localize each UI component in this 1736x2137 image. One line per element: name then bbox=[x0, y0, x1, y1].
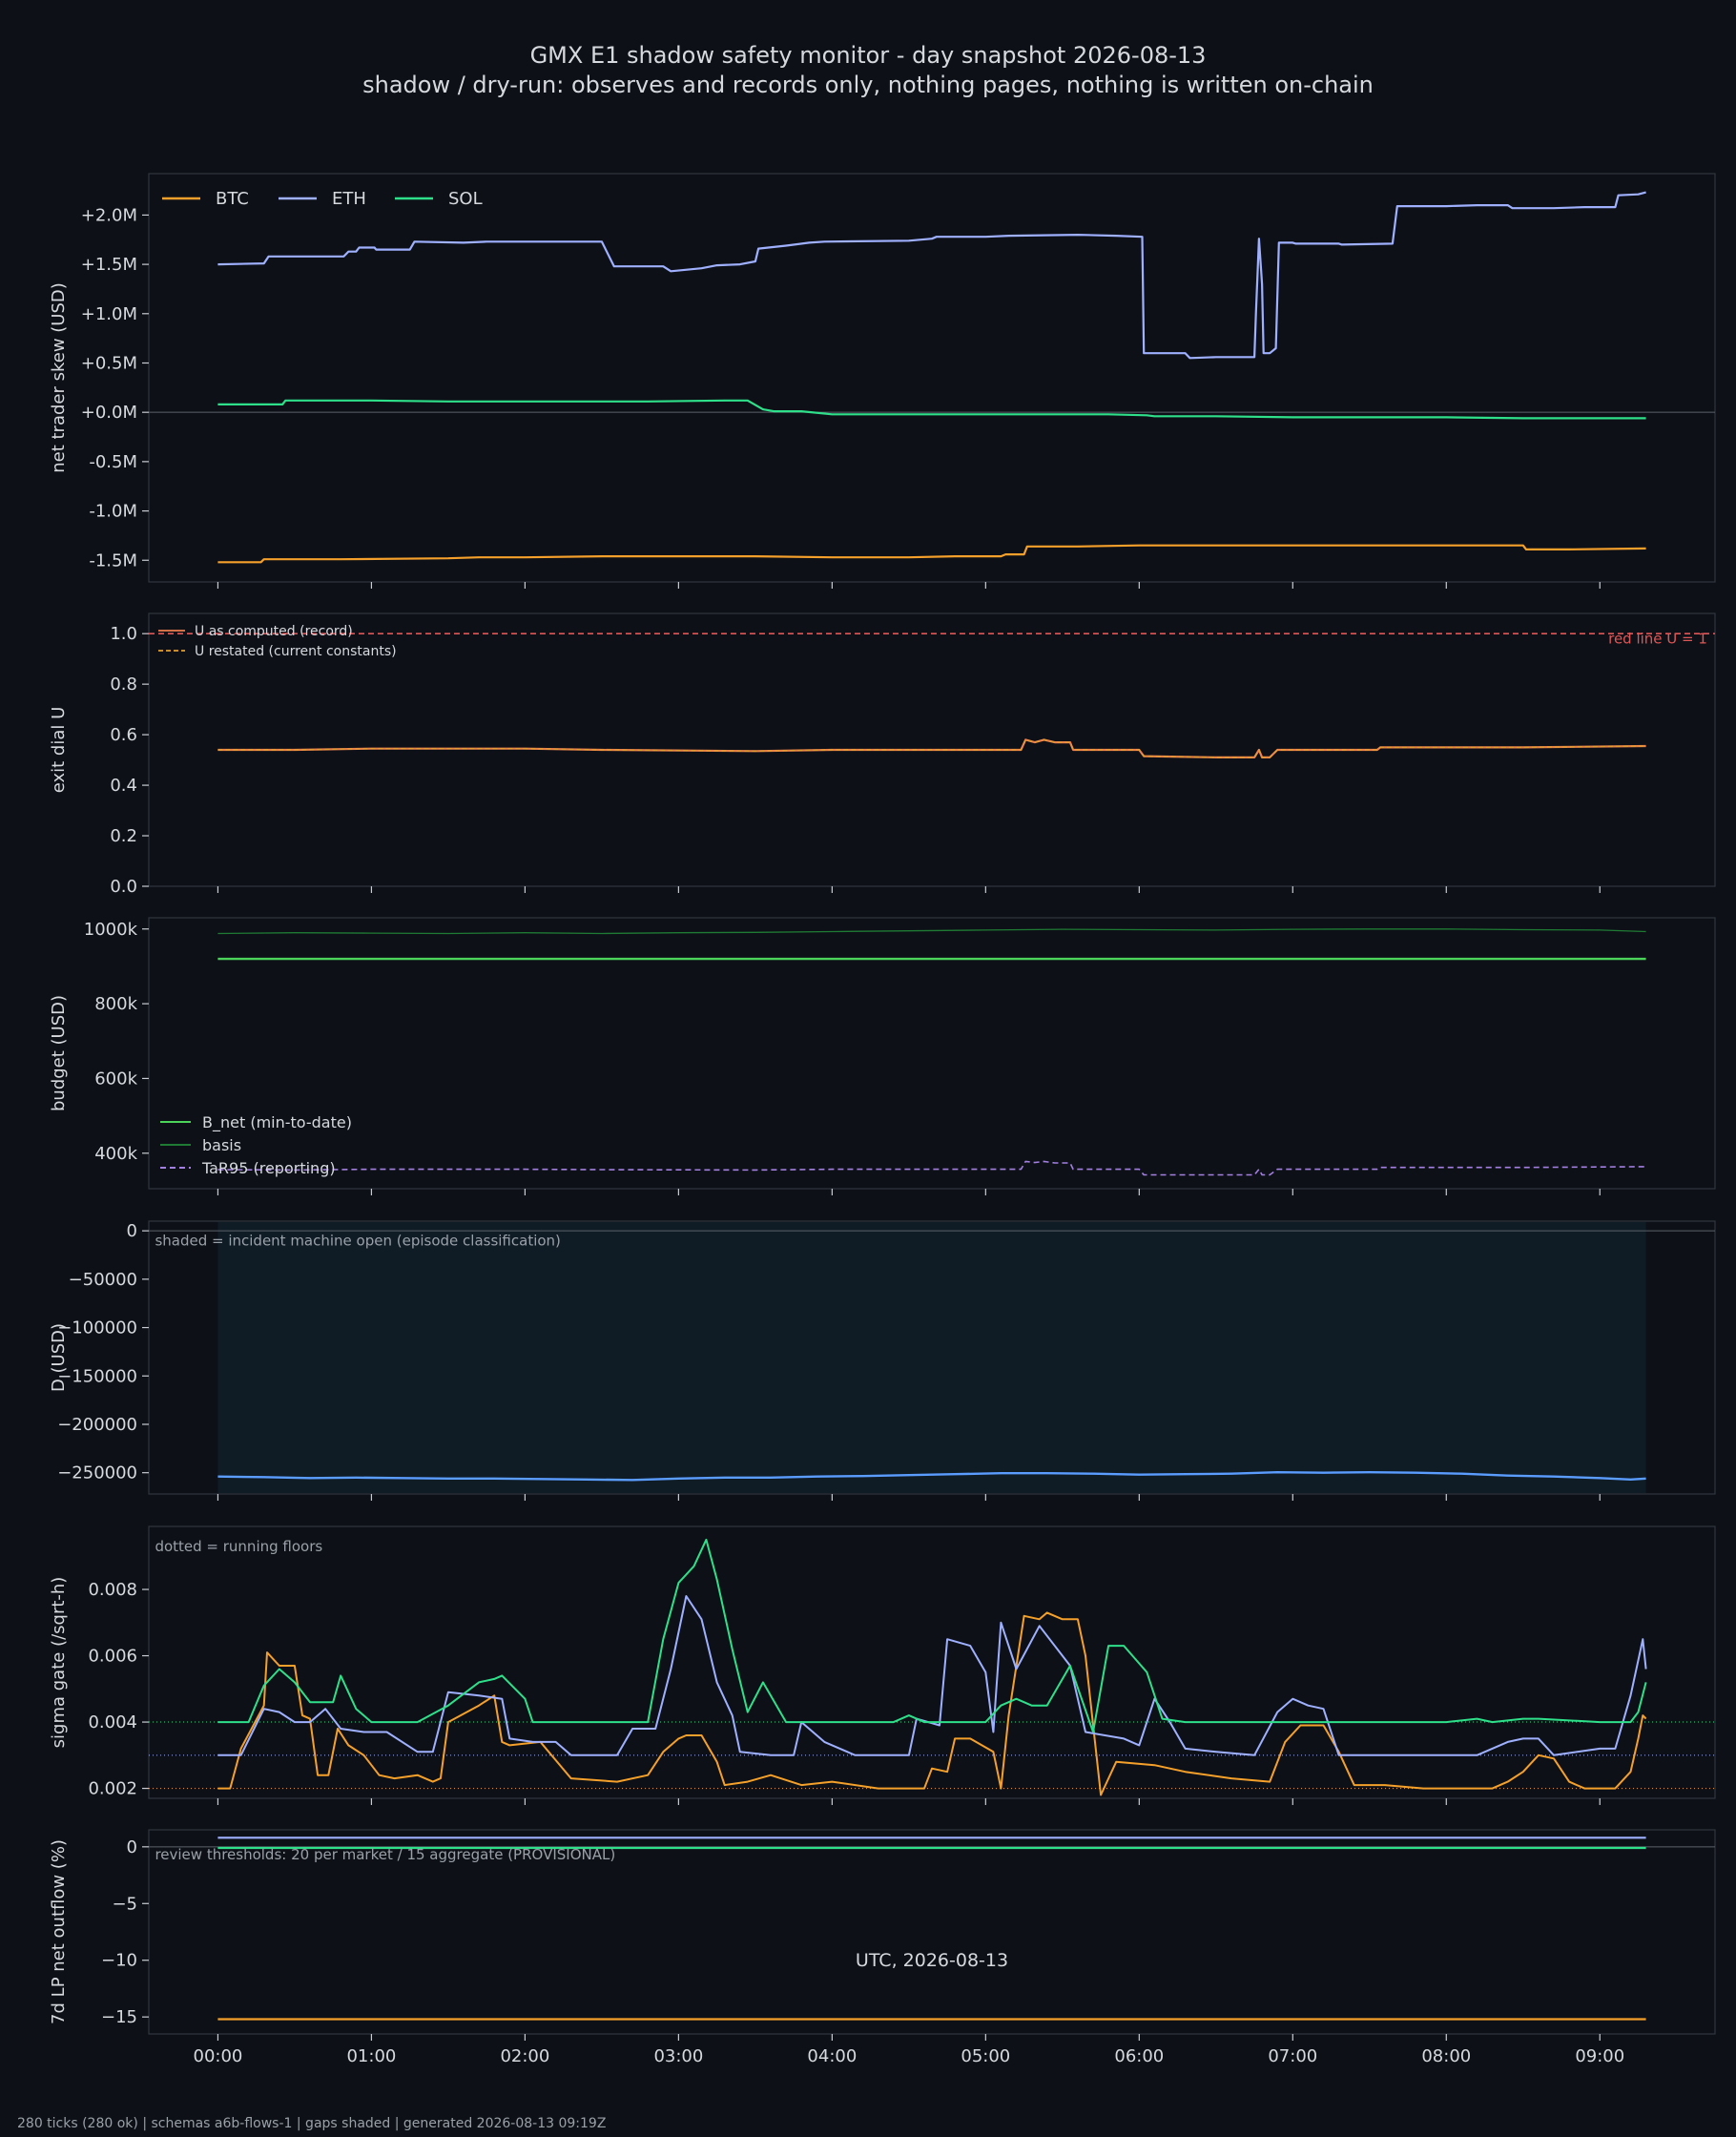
panel-frame bbox=[148, 1525, 1716, 1799]
legend-label: BTC bbox=[216, 189, 249, 209]
y-tick-label: 1000k bbox=[84, 920, 138, 940]
y-tick-label: −150000 bbox=[57, 1366, 137, 1386]
y-tick-label: +1.5M bbox=[81, 255, 137, 275]
panel-frame bbox=[148, 173, 1716, 583]
y-axis-label: sigma gate (/sqrt-h) bbox=[49, 1577, 69, 1749]
panel-skew: +2.0M +1.5M +1.0M +0.5M +0.0M -0.5M -1.0M -1.5M… bbox=[49, 173, 1716, 589]
y-tick-label: −5 bbox=[112, 1894, 137, 1914]
y-tick-label: -1.5M bbox=[89, 550, 137, 571]
y-tick-label: 0.2 bbox=[110, 826, 137, 846]
series-line-btc bbox=[217, 1611, 1647, 1796]
incident-shade bbox=[217, 1222, 1646, 1493]
panel-exit_dial: 1.0 0.8 0.6 0.4 0.2 0.0 exit dial U red line U … bbox=[49, 612, 1716, 897]
y-tick-label: 0.002 bbox=[88, 1779, 137, 1799]
y-tick-label: -0.5M bbox=[89, 452, 137, 472]
annotation: review thresholds: 20 per market / 15 ag… bbox=[155, 1846, 615, 1863]
panel-lp_outflow: 0 −5 −10 −15 00:00 01:00 02:00 03:00 04:00 05:00 0… bbox=[49, 1829, 1716, 2066]
panel-sigma: 0.008 0.006 0.004 0.002 sigma gate (/sqrt-h)… bbox=[49, 1525, 1716, 1805]
x-tick-label: 02:00 bbox=[500, 2046, 549, 2066]
y-tick-label: 0.006 bbox=[88, 1647, 137, 1667]
y-tick-label: 0.008 bbox=[88, 1580, 137, 1600]
y-tick-label: 0.4 bbox=[110, 776, 137, 796]
series-line-btc bbox=[217, 544, 1646, 564]
series-line-sol bbox=[217, 399, 1646, 420]
x-tick-label: 04:00 bbox=[807, 2046, 857, 2066]
y-tick-label: 0.004 bbox=[88, 1712, 137, 1732]
x-axis-label: UTC, 2026-08-13 bbox=[856, 1950, 1008, 1971]
y-tick-label: 0 bbox=[127, 1837, 137, 1857]
y-tick-label: 0.8 bbox=[110, 674, 137, 695]
y-axis-label: D (USD) bbox=[49, 1323, 69, 1392]
legend-label: TaR95 (reporting) bbox=[201, 1159, 336, 1177]
panel-budget: 1000k 800k 600k 400k budget (USD) B_net (min-… bbox=[49, 917, 1716, 1195]
legend: U as computed (record) U restated (curren… bbox=[158, 624, 397, 659]
legend-label: U restated (current constants) bbox=[195, 644, 397, 659]
y-tick-label: +0.5M bbox=[81, 353, 137, 373]
x-tick-label: 08:00 bbox=[1421, 2046, 1471, 2066]
x-tick-label: 03:00 bbox=[653, 2046, 703, 2066]
y-tick-label: −250000 bbox=[57, 1463, 137, 1483]
y-axis-label: exit dial U bbox=[49, 707, 69, 794]
legend: B_net (min-to-date) basis TaR95 (reporting… bbox=[160, 1113, 352, 1177]
x-tick-label: 06:00 bbox=[1114, 2046, 1164, 2066]
y-tick-label: 800k bbox=[94, 994, 137, 1014]
x-tick-label: 07:00 bbox=[1268, 2046, 1317, 2066]
series-line-eth bbox=[217, 191, 1646, 360]
panel-drawdown: 0 −50000 −100000 −150000 −200000 −250000 D (US… bbox=[49, 1220, 1716, 1501]
series-line-sol bbox=[217, 1538, 1647, 1733]
y-tick-label: −200000 bbox=[57, 1415, 137, 1435]
legend-label: U as computed (record) bbox=[195, 624, 353, 639]
y-tick-label: 0 bbox=[127, 1221, 137, 1241]
footer-status: 280 ticks (280 ok) | schemas a6b-flows-1… bbox=[17, 2116, 607, 2131]
legend: BTC ETH SOL bbox=[162, 189, 483, 209]
y-tick-label: −100000 bbox=[57, 1318, 137, 1338]
x-tick-label: 09:00 bbox=[1575, 2046, 1624, 2066]
y-axis-label: budget (USD) bbox=[49, 995, 69, 1111]
series-line-d bbox=[217, 1471, 1646, 1482]
x-tick-label: 05:00 bbox=[961, 2046, 1010, 2066]
y-tick-label: +1.0M bbox=[81, 304, 137, 324]
y-tick-label: +0.0M bbox=[81, 403, 137, 423]
y-tick-label: 0.0 bbox=[110, 877, 137, 897]
chart-subtitle: shadow / dry-run: observes and records o… bbox=[362, 72, 1374, 98]
y-tick-label: +2.0M bbox=[81, 205, 137, 225]
legend-label: SOL bbox=[448, 189, 483, 209]
y-tick-label: −50000 bbox=[69, 1270, 137, 1290]
panel-frame bbox=[148, 917, 1716, 1190]
y-tick-label: −15 bbox=[101, 2007, 137, 2027]
y-tick-label: −10 bbox=[101, 1951, 137, 1971]
series-line-basis bbox=[217, 928, 1646, 935]
chart-title: GMX E1 shadow safety monitor - day snaps… bbox=[530, 42, 1207, 69]
series-line-u-restated-current-constants bbox=[217, 738, 1646, 758]
y-tick-label: 600k bbox=[94, 1068, 137, 1089]
annotation: red line U = 1 bbox=[1608, 630, 1707, 647]
annotation: shaded = incident machine open (episode … bbox=[155, 1232, 560, 1249]
y-axis-label: net trader skew (USD) bbox=[49, 282, 69, 473]
y-tick-label: 400k bbox=[94, 1144, 137, 1164]
annotation: dotted = running floors bbox=[155, 1538, 322, 1555]
series-line-eth bbox=[217, 1595, 1647, 1756]
y-tick-label: -1.0M bbox=[89, 502, 137, 522]
panel-frame bbox=[148, 1829, 1716, 2035]
y-axis-label: 7d LP net outflow (%) bbox=[49, 1839, 69, 2024]
legend-label: basis bbox=[202, 1136, 241, 1154]
panels: +2.0M +1.5M +1.0M +0.5M +0.0M -0.5M -1.0M -1.5M… bbox=[49, 173, 1716, 2066]
x-tick-label: 00:00 bbox=[194, 2046, 243, 2066]
y-tick-label: 1.0 bbox=[110, 624, 137, 644]
legend-label: ETH bbox=[332, 189, 366, 209]
series-line-tar95-reporting bbox=[217, 1160, 1646, 1176]
legend-label: B_net (min-to-date) bbox=[202, 1113, 352, 1132]
y-tick-label: 0.6 bbox=[110, 725, 137, 745]
x-tick-label: 01:00 bbox=[346, 2046, 396, 2066]
